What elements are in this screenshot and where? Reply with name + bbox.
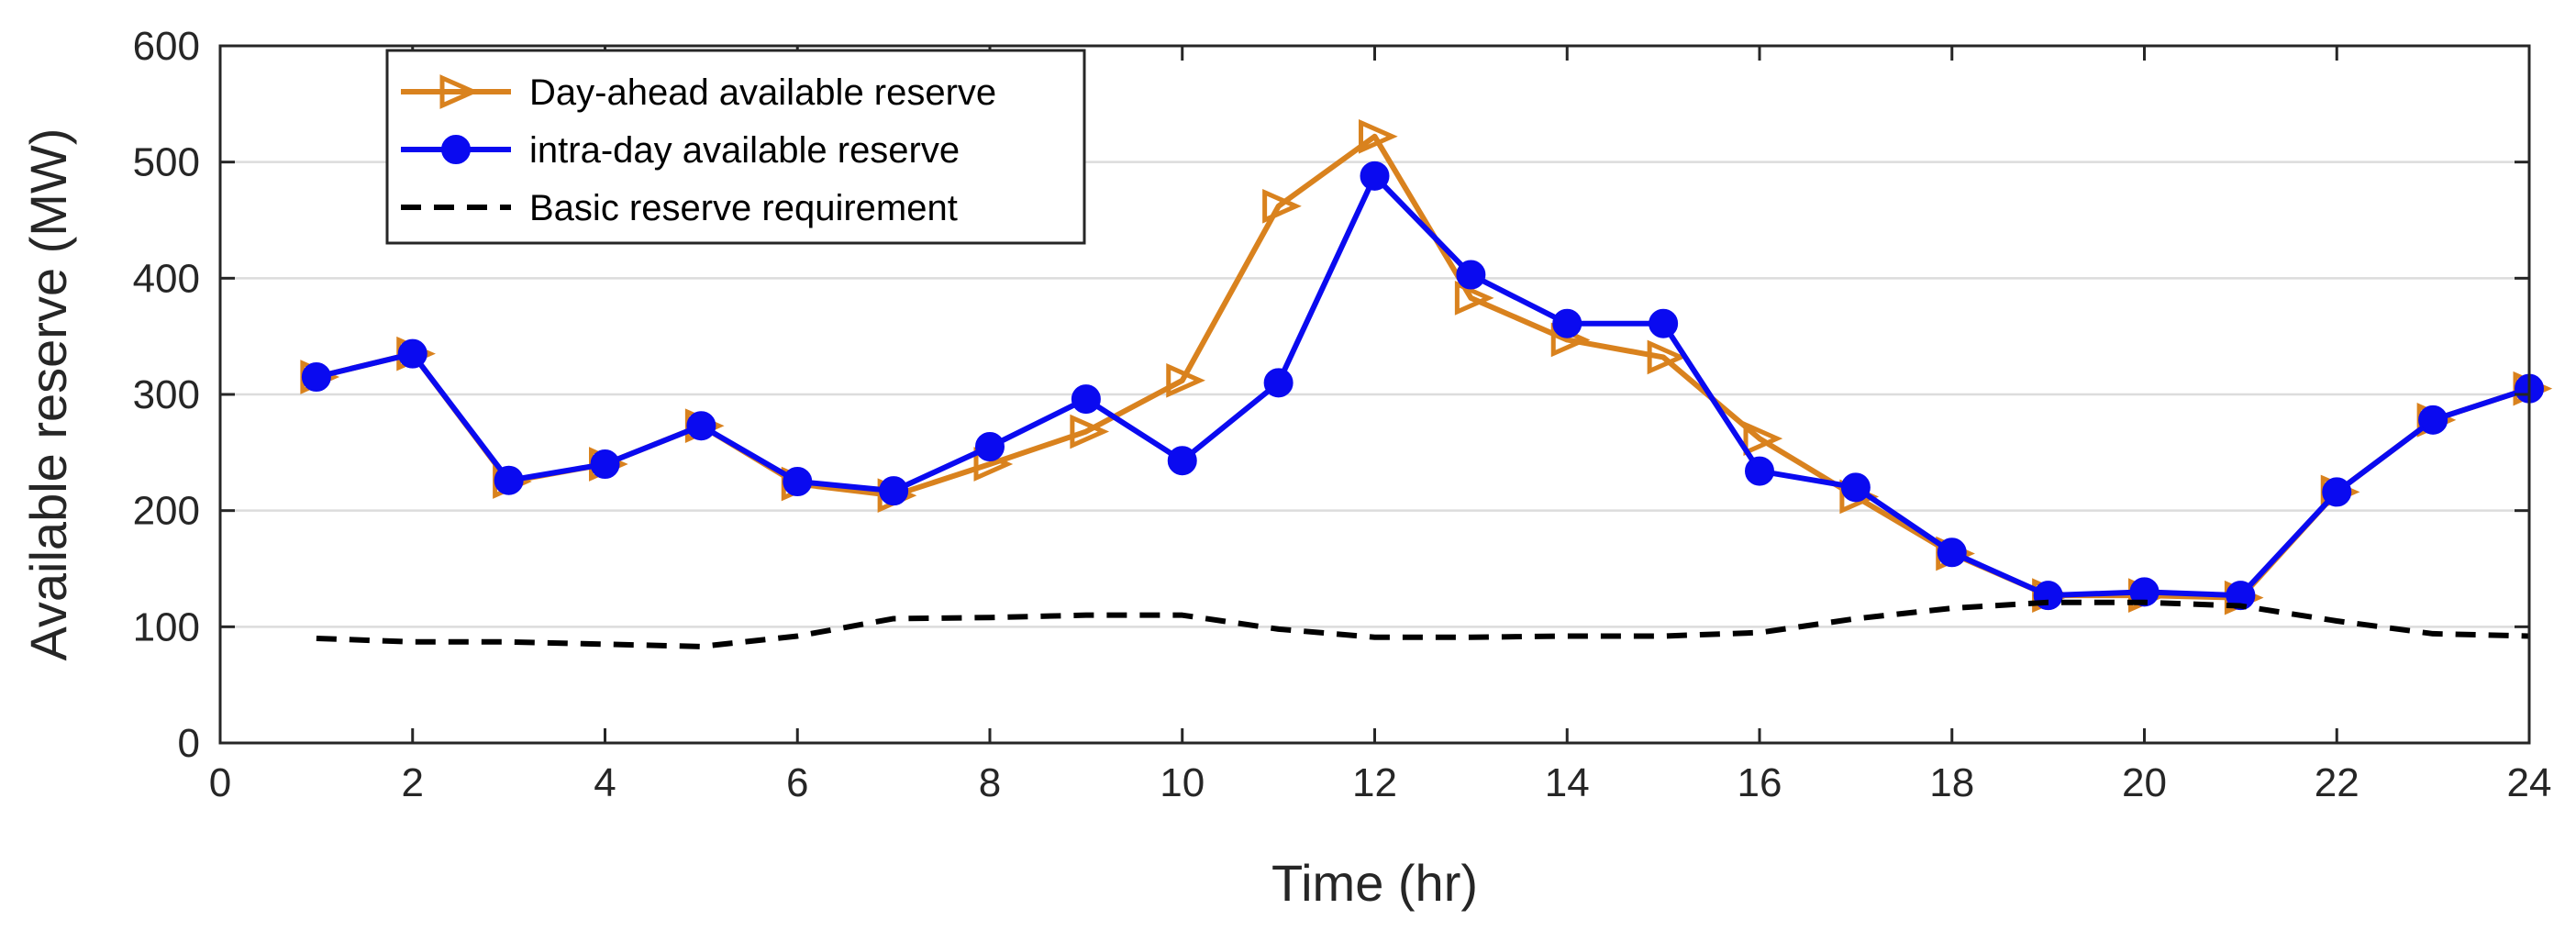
- x-tick-label: 10: [1160, 760, 1205, 805]
- legend-label: Day-ahead available reserve: [529, 72, 996, 113]
- data-point: [879, 476, 909, 506]
- y-tick-label: 500: [133, 140, 200, 185]
- data-point: [301, 362, 331, 392]
- data-point: [2418, 405, 2448, 435]
- data-point: [494, 465, 524, 495]
- data-point: [397, 338, 427, 369]
- x-axis-title: Time (hr): [1271, 854, 1478, 912]
- data-point: [975, 432, 1005, 461]
- x-tick-label: 18: [1929, 760, 1974, 805]
- x-tick-label: 24: [2507, 760, 2552, 805]
- data-point: [783, 467, 813, 496]
- data-point: [1454, 281, 1494, 316]
- x-tick-label: 12: [1352, 760, 1397, 805]
- data-point: [2129, 577, 2160, 607]
- data-point: [1262, 188, 1302, 224]
- series-line: [316, 599, 2530, 649]
- data-point: [2322, 477, 2352, 507]
- legend-marker: [441, 135, 471, 164]
- legend-label: Basic reserve requirement: [529, 188, 958, 228]
- data-point: [1071, 384, 1101, 415]
- x-tick-label: 8: [979, 760, 1001, 805]
- x-tick-label: 6: [786, 760, 808, 805]
- y-tick-label: 400: [133, 256, 200, 301]
- x-tick-label: 20: [2122, 760, 2167, 805]
- legend-item: intra-day available reserve: [401, 130, 960, 171]
- data-point: [2226, 581, 2256, 611]
- legend-marker: [439, 74, 480, 109]
- legend-item: Basic reserve requirement: [401, 188, 958, 228]
- data-point: [686, 411, 716, 441]
- data-point: [1937, 538, 1967, 568]
- y-tick-label: 300: [133, 372, 200, 417]
- x-tick-label: 14: [1545, 760, 1590, 805]
- data-point: [1649, 308, 1679, 338]
- data-point: [1360, 161, 1390, 191]
- series-line: [316, 172, 2530, 599]
- legend-item: Day-ahead available reserve: [401, 72, 996, 113]
- data-point: [1647, 339, 1687, 375]
- y-axis-title: Available reserve (MW): [19, 128, 77, 661]
- data-point: [1840, 472, 1871, 503]
- data-point: [1166, 362, 1205, 398]
- y-tick-label: 0: [178, 721, 200, 766]
- data-point: [1745, 456, 1774, 486]
- data-point: [1263, 368, 1294, 398]
- data-point: [1743, 421, 1783, 456]
- data-point: [1456, 260, 1486, 290]
- y-tick-label: 200: [133, 489, 200, 534]
- legend-label: intra-day available reserve: [529, 130, 960, 171]
- data-point: [1552, 308, 1582, 338]
- series-3: [316, 599, 2530, 649]
- x-tick-label: 22: [2315, 760, 2359, 805]
- y-tick-label: 600: [133, 24, 200, 69]
- x-tick-label: 2: [402, 760, 424, 805]
- y-tick-label: 100: [133, 604, 200, 649]
- data-point: [1070, 414, 1110, 449]
- x-tick-label: 4: [594, 760, 616, 805]
- data-point: [1167, 446, 1197, 476]
- x-tick-label: 16: [1738, 760, 1782, 805]
- x-tick-label: 0: [209, 760, 231, 805]
- grid-lines: [220, 161, 2529, 628]
- data-point: [1359, 118, 1398, 154]
- data-point: [590, 449, 620, 479]
- legend: Day-ahead available reserve intra-day ava…: [385, 49, 1086, 245]
